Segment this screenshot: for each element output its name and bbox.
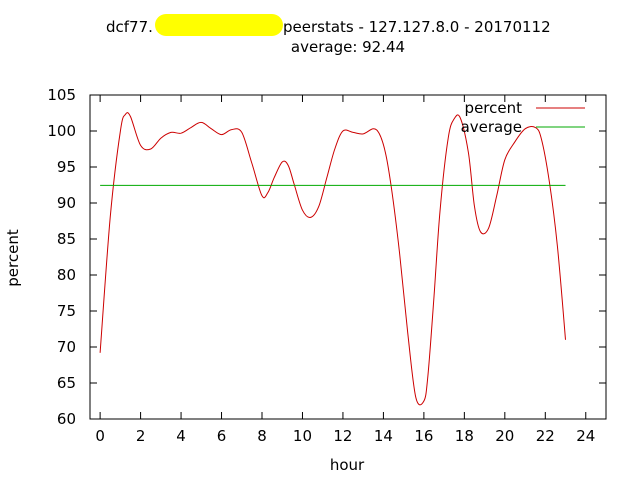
y-tick-label: 105	[47, 86, 76, 104]
x-tick-label: 14	[374, 427, 393, 445]
x-tick-label: 0	[95, 427, 105, 445]
chart-title-line2: average: 92.44	[291, 38, 405, 56]
x-tick-label: 4	[176, 427, 186, 445]
y-tick-label: 100	[47, 122, 76, 140]
x-tick-label: 8	[257, 427, 267, 445]
chart-title: dcf77. peerstats - 127.127.8.0 - 2017011…	[106, 18, 551, 56]
x-tick-label: 10	[293, 427, 312, 445]
y-tick-label: 75	[57, 302, 76, 320]
x-tick-label: 12	[333, 427, 352, 445]
x-tick-label: 6	[217, 427, 227, 445]
y-tick-label: 85	[57, 230, 76, 248]
x-tick-label: 2	[136, 427, 146, 445]
y-tick-label: 60	[57, 410, 76, 428]
x-tick-label: 16	[414, 427, 433, 445]
y-tick-label: 70	[57, 338, 76, 356]
x-axis-label: hour	[330, 456, 365, 474]
series-line-percent	[99, 112, 566, 406]
redaction-mark	[155, 14, 283, 36]
y-tick-label: 95	[57, 158, 76, 176]
axis-ticks: 0 2 4 6 8 10 12 14 16 18 20 22 246065707580859095100…	[47, 86, 606, 445]
legend-label-percent: percent	[465, 99, 523, 117]
y-axis-label: percent	[4, 229, 22, 287]
y-tick-label: 90	[57, 194, 76, 212]
x-tick-label: 24	[576, 427, 595, 445]
legend-label-average: average	[461, 118, 522, 136]
plot-frame	[89, 94, 607, 420]
x-tick-label: 22	[536, 427, 555, 445]
chart-title-line1-suffix: peerstats - 127.127.8.0 - 20170112	[283, 18, 551, 36]
y-tick-label: 80	[57, 266, 76, 284]
x-tick-label: 18	[455, 427, 474, 445]
chart-title-line1-prefix: dcf77.	[106, 18, 153, 36]
x-tick-label: 20	[495, 427, 514, 445]
y-tick-label: 65	[57, 374, 76, 392]
series-lines	[99, 112, 566, 406]
